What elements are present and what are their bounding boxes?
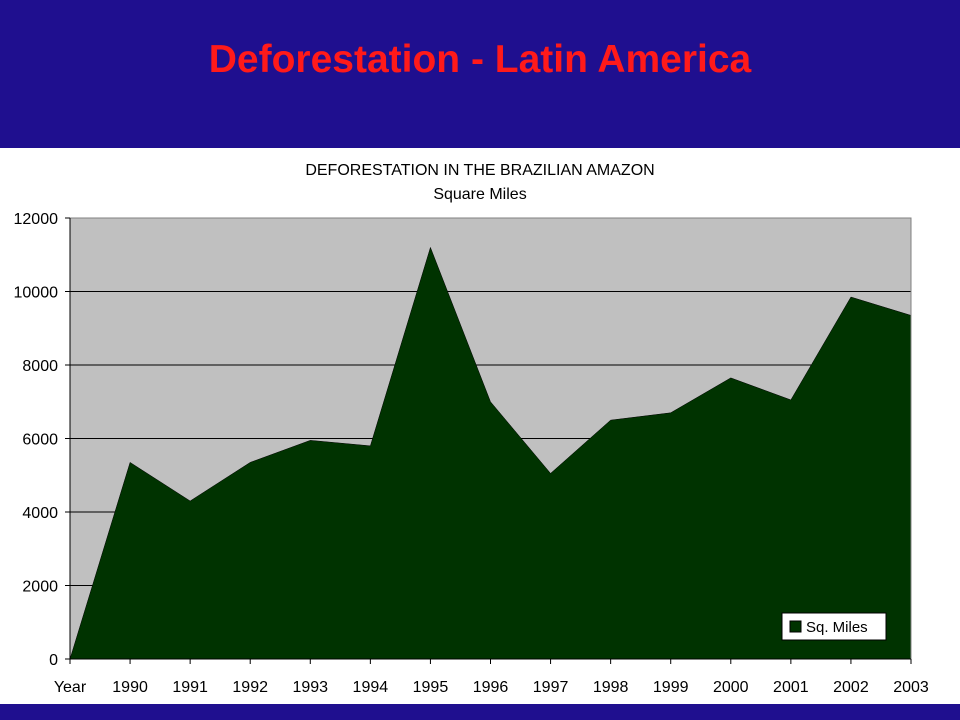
- x-tick-label: 2001: [773, 679, 809, 696]
- y-tick-label: 12000: [14, 211, 59, 228]
- x-tick-label: 1998: [593, 679, 629, 696]
- x-tick-label: 1992: [232, 679, 268, 696]
- x-tick-label: 1995: [413, 679, 449, 696]
- y-tick-label: 4000: [22, 505, 58, 522]
- x-tick-label: 1997: [533, 679, 569, 696]
- x-tick-label: 1994: [353, 679, 389, 696]
- y-tick-label: 2000: [22, 579, 58, 596]
- x-tick-label: 2003: [893, 679, 929, 696]
- y-tick-label: 8000: [22, 358, 58, 375]
- plot-area: 0 2000 4000 6000 8000 10000 12000 Year 1990 1991 1…: [14, 211, 929, 696]
- x-tick-label: 1990: [112, 679, 148, 696]
- slide-title: Deforestation - Latin America: [208, 38, 752, 81]
- x-tick-label: 2002: [833, 679, 869, 696]
- y-tick-label: 6000: [22, 432, 58, 449]
- slide-header: Deforestation - Latin America: [0, 0, 960, 148]
- area-series-sq-miles: [69, 246, 912, 660]
- area-chart: DEFORESTATION IN THE BRAZILIAN AMAZON Sq…: [14, 162, 929, 696]
- chart-subtitle: Square Miles: [433, 186, 526, 203]
- x-tick-label: 1993: [292, 679, 328, 696]
- x-tick-label: 1991: [172, 679, 208, 696]
- legend-label: Sq. Miles: [806, 619, 868, 636]
- x-tick-label: 2000: [713, 679, 749, 696]
- y-tick-label: 0: [49, 652, 58, 669]
- legend: Sq. Miles: [781, 612, 887, 641]
- x-tick-label: Year: [54, 679, 87, 696]
- x-tick-label: 1999: [653, 679, 689, 696]
- slide-footer: [0, 704, 960, 720]
- y-tick-label: 10000: [14, 285, 59, 302]
- x-tick-label: 1996: [473, 679, 509, 696]
- chart-title: DEFORESTATION IN THE BRAZILIAN AMAZON: [305, 162, 654, 179]
- legend-swatch: [789, 620, 802, 633]
- chart-area: DEFORESTATION IN THE BRAZILIAN AMAZON Sq…: [0, 148, 960, 704]
